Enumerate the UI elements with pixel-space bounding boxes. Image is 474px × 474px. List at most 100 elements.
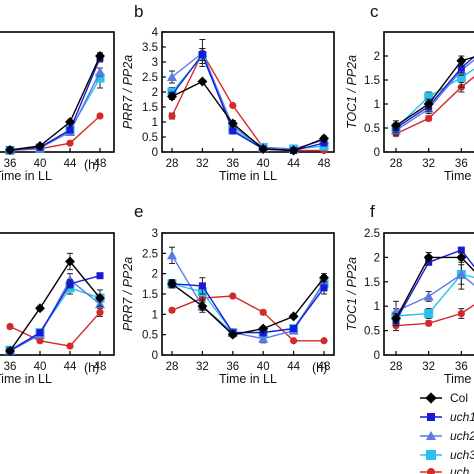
data-point-Col: [197, 76, 208, 87]
series-line-Col: [9, 260, 101, 352]
ytick-label: 2: [152, 87, 158, 99]
xtick-label: 28: [390, 158, 403, 170]
xtick-label: 40: [257, 361, 270, 373]
data-point-uch2: [95, 67, 105, 76]
ytick-label: 2: [374, 51, 380, 63]
data-point-uch: [6, 322, 14, 331]
data-point-uch: [320, 337, 328, 345]
ytick-label: 3: [152, 57, 158, 69]
ytick-label: 2.5: [142, 248, 158, 260]
ytick-label: 1.5: [142, 102, 158, 114]
series-line-uch1: [395, 55, 474, 129]
panel-1-series: [167, 39, 329, 156]
panel-d-xunit: (h): [84, 361, 99, 375]
xtick-label: 36: [4, 158, 17, 170]
panel-e-ylabel: PRR7 / PP2a: [121, 257, 135, 331]
data-point-Col: [258, 144, 269, 154]
data-point-uch1: [229, 127, 237, 135]
panel-b-ylabel: PRR7 / PP2a: [121, 55, 135, 129]
data-point-uch: [96, 112, 104, 120]
panel-4-series: [167, 246, 329, 345]
ytick-label: 2: [152, 269, 158, 281]
panel-letter-c: c: [370, 2, 379, 21]
series-line-uch2: [171, 255, 325, 340]
ytick-label: 1: [374, 99, 380, 111]
data-point-Col: [95, 51, 105, 61]
ytick-label: 1.5: [364, 277, 380, 289]
panel-2-series: [391, 55, 474, 138]
panel-0-data: 36 40 44 48: [4, 51, 107, 170]
ytick-label: 1: [152, 117, 158, 129]
xtick-label: 32: [422, 361, 435, 373]
panel-3-data: 36 40 44 48: [4, 252, 106, 373]
data-point-uch1: [198, 51, 206, 58]
series-line-uch3: [9, 287, 101, 351]
ytick-label: 0.5: [142, 330, 158, 342]
xtick-label: 32: [422, 158, 435, 170]
series-line-uch: [171, 51, 324, 152]
data-point-Col: [227, 118, 238, 129]
xtick-label: 32: [196, 361, 209, 373]
data-point-uch: [457, 309, 465, 318]
data-point-Col: [167, 278, 177, 289]
legend-label-uch1: uch1: [450, 410, 474, 424]
legend-label-uch: uch: [450, 465, 470, 474]
series-line-uch2: [395, 273, 474, 312]
data-point-uch: [425, 319, 433, 327]
data-point-uch: [96, 308, 104, 316]
panel-f-xlabel: Time in LL: [444, 372, 474, 386]
panel-letter-f: f: [370, 202, 375, 221]
data-point-Col: [423, 252, 434, 263]
xtick-label: 40: [34, 158, 47, 170]
data-point-uch3: [424, 309, 434, 319]
panel-letter-e: e: [134, 202, 143, 221]
series-line-Col: [395, 56, 474, 127]
ytick-label: 1.5: [142, 289, 158, 301]
panel-e-xlabel: Time in LL: [219, 372, 277, 386]
data-point-uch: [66, 342, 74, 350]
ytick-label: 0.5: [364, 123, 380, 135]
data-point-Col: [288, 145, 299, 156]
xtick-label: 28: [390, 361, 403, 373]
data-point-Col: [35, 141, 45, 151]
series-line-uch1: [9, 275, 101, 352]
data-point-Col: [35, 303, 45, 314]
data-point-uch2: [423, 291, 434, 301]
xtick-label: 44: [64, 158, 77, 170]
panel-letter-b: b: [134, 2, 143, 21]
data-point-uch1: [320, 284, 328, 292]
data-point-uch: [425, 114, 433, 122]
data-point-uch1: [36, 329, 44, 337]
data-point-uch2: [258, 333, 269, 343]
data-point-Col: [227, 329, 238, 340]
series-line-uch2: [9, 278, 101, 352]
panel-0-series: [5, 51, 105, 155]
data-point-Col: [319, 272, 329, 283]
data-point-uch1: [290, 325, 298, 333]
data-point-uch3: [424, 92, 434, 102]
series-line-Col: [395, 256, 474, 319]
xtick-label: 40: [257, 158, 270, 170]
data-point-uch1: [66, 126, 74, 134]
panel-a-xunit: (h): [84, 158, 99, 172]
legend-marker-uch3: [426, 450, 436, 460]
panel-d-xlabel: Time in LL: [0, 372, 52, 386]
ytick-label: 0: [374, 350, 380, 362]
data-point-Col: [65, 117, 75, 127]
xtick-label: 48: [94, 158, 107, 170]
series-line-uch: [9, 311, 101, 347]
ytick-label: 0.5: [142, 132, 158, 144]
ytick-label: 0: [152, 147, 158, 159]
ytick-label: 1.5: [364, 75, 380, 87]
data-point-uch2: [167, 250, 177, 260]
series-line-uch: [395, 76, 474, 135]
ytick-label: 3.5: [142, 42, 158, 54]
ytick-label: 1: [152, 309, 158, 321]
xtick-label: 48: [318, 158, 331, 170]
data-point-Col: [319, 133, 329, 144]
data-point-uch3: [456, 73, 466, 83]
series-line-Col: [171, 277, 325, 336]
xtick-label: 32: [196, 158, 209, 170]
